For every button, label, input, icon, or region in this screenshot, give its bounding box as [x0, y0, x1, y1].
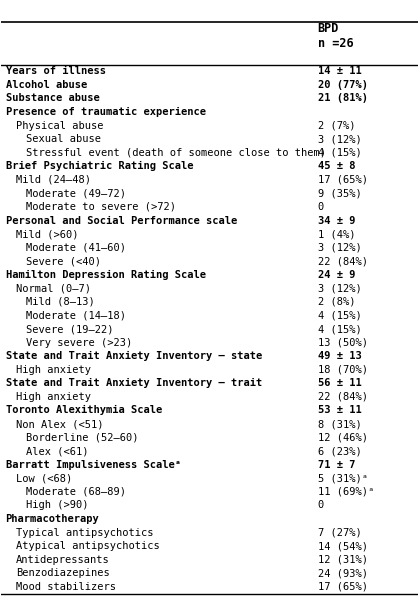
- Text: 21 (81%): 21 (81%): [318, 94, 368, 103]
- Text: Substance abuse: Substance abuse: [5, 94, 99, 103]
- Text: Alex (<61): Alex (<61): [26, 446, 89, 456]
- Text: Moderate (68–89): Moderate (68–89): [26, 487, 127, 497]
- Text: BPD
n =26: BPD n =26: [318, 22, 353, 50]
- Text: Brief Psychiatric Rating Scale: Brief Psychiatric Rating Scale: [5, 161, 193, 172]
- Text: 8 (31%): 8 (31%): [318, 419, 362, 429]
- Text: Very severe (>23): Very severe (>23): [26, 338, 132, 348]
- Text: Toronto Alexithymia Scale: Toronto Alexithymia Scale: [5, 405, 162, 416]
- Text: Borderline (52–60): Borderline (52–60): [26, 432, 139, 443]
- Text: 12 (31%): 12 (31%): [318, 554, 368, 565]
- Text: Normal (0–7): Normal (0–7): [16, 283, 91, 294]
- Text: 11 (69%)ᵃ: 11 (69%)ᵃ: [318, 487, 374, 497]
- Text: 18 (70%): 18 (70%): [318, 365, 368, 374]
- Text: 45 ± 8: 45 ± 8: [318, 161, 355, 172]
- Text: 14 (54%): 14 (54%): [318, 541, 368, 551]
- Text: 0: 0: [318, 202, 324, 212]
- Text: Typical antipsychotics: Typical antipsychotics: [16, 527, 153, 538]
- Text: Stressful event (death of someone close to them): Stressful event (death of someone close …: [26, 148, 326, 158]
- Text: State and Trait Anxiety Inventory – trait: State and Trait Anxiety Inventory – trai…: [5, 378, 262, 388]
- Text: Physical abuse: Physical abuse: [16, 121, 103, 130]
- Text: Moderate to severe (>72): Moderate to severe (>72): [26, 202, 176, 212]
- Text: Severe (19–22): Severe (19–22): [26, 324, 114, 334]
- Text: Mild (8–13): Mild (8–13): [26, 297, 95, 307]
- Text: 24 (93%): 24 (93%): [318, 568, 368, 578]
- Text: Benzodiazepines: Benzodiazepines: [16, 568, 110, 578]
- Text: Mild (24–48): Mild (24–48): [16, 175, 91, 185]
- Text: Years of illness: Years of illness: [5, 66, 106, 76]
- Text: Severe (<40): Severe (<40): [26, 256, 101, 266]
- Text: Presence of traumatic experience: Presence of traumatic experience: [5, 107, 206, 117]
- Text: Alcohol abuse: Alcohol abuse: [5, 80, 87, 90]
- Text: 3 (12%): 3 (12%): [318, 134, 362, 144]
- Text: 71 ± 7: 71 ± 7: [318, 460, 355, 470]
- Text: 22 (84%): 22 (84%): [318, 392, 368, 402]
- Text: Moderate (49–72): Moderate (49–72): [26, 188, 127, 198]
- Text: 4 (15%): 4 (15%): [318, 148, 362, 158]
- Text: Moderate (41–60): Moderate (41–60): [26, 243, 127, 252]
- Text: 6 (23%): 6 (23%): [318, 446, 362, 456]
- Text: Non Alex (<51): Non Alex (<51): [16, 419, 103, 429]
- Text: Mood stabilizers: Mood stabilizers: [16, 582, 116, 592]
- Text: 4 (15%): 4 (15%): [318, 310, 362, 321]
- Text: 12 (46%): 12 (46%): [318, 432, 368, 443]
- Text: Barratt Impulsiveness Scaleᵃ: Barratt Impulsiveness Scaleᵃ: [5, 460, 181, 470]
- Text: Mild (>60): Mild (>60): [16, 229, 78, 239]
- Text: 4 (15%): 4 (15%): [318, 324, 362, 334]
- Text: 3 (12%): 3 (12%): [318, 243, 362, 252]
- Text: 49 ± 13: 49 ± 13: [318, 351, 362, 361]
- Text: High (>90): High (>90): [26, 500, 89, 510]
- Text: Sexual abuse: Sexual abuse: [26, 134, 101, 144]
- Text: 7 (27%): 7 (27%): [318, 527, 362, 538]
- Text: 53 ± 11: 53 ± 11: [318, 405, 362, 416]
- Text: 17 (65%): 17 (65%): [318, 582, 368, 592]
- Text: 1 (4%): 1 (4%): [318, 229, 355, 239]
- Text: Atypical antipsychotics: Atypical antipsychotics: [16, 541, 160, 551]
- Text: High anxiety: High anxiety: [16, 365, 91, 374]
- Text: Moderate (14–18): Moderate (14–18): [26, 310, 127, 321]
- Text: Low (<68): Low (<68): [16, 474, 72, 483]
- Text: 5 (31%)ᵃ: 5 (31%)ᵃ: [318, 474, 368, 483]
- Text: State and Trait Anxiety Inventory – state: State and Trait Anxiety Inventory – stat…: [5, 351, 262, 361]
- Text: 0: 0: [318, 500, 324, 510]
- Text: 2 (7%): 2 (7%): [318, 121, 355, 130]
- Text: 24 ± 9: 24 ± 9: [318, 270, 355, 280]
- Text: 22 (84%): 22 (84%): [318, 256, 368, 266]
- Text: High anxiety: High anxiety: [16, 392, 91, 402]
- Text: 56 ± 11: 56 ± 11: [318, 378, 362, 388]
- Text: 34 ± 9: 34 ± 9: [318, 216, 355, 225]
- Text: Pharmacotherapy: Pharmacotherapy: [5, 514, 99, 524]
- Text: 2 (8%): 2 (8%): [318, 297, 355, 307]
- Text: Hamilton Depression Rating Scale: Hamilton Depression Rating Scale: [5, 270, 206, 280]
- Text: 17 (65%): 17 (65%): [318, 175, 368, 185]
- Text: 3 (12%): 3 (12%): [318, 283, 362, 294]
- Text: 20 (77%): 20 (77%): [318, 80, 368, 90]
- Text: 9 (35%): 9 (35%): [318, 188, 362, 198]
- Text: 13 (50%): 13 (50%): [318, 338, 368, 348]
- Text: Antidepressants: Antidepressants: [16, 554, 110, 565]
- Text: Personal and Social Performance scale: Personal and Social Performance scale: [5, 216, 237, 225]
- Text: 14 ± 11: 14 ± 11: [318, 66, 362, 76]
